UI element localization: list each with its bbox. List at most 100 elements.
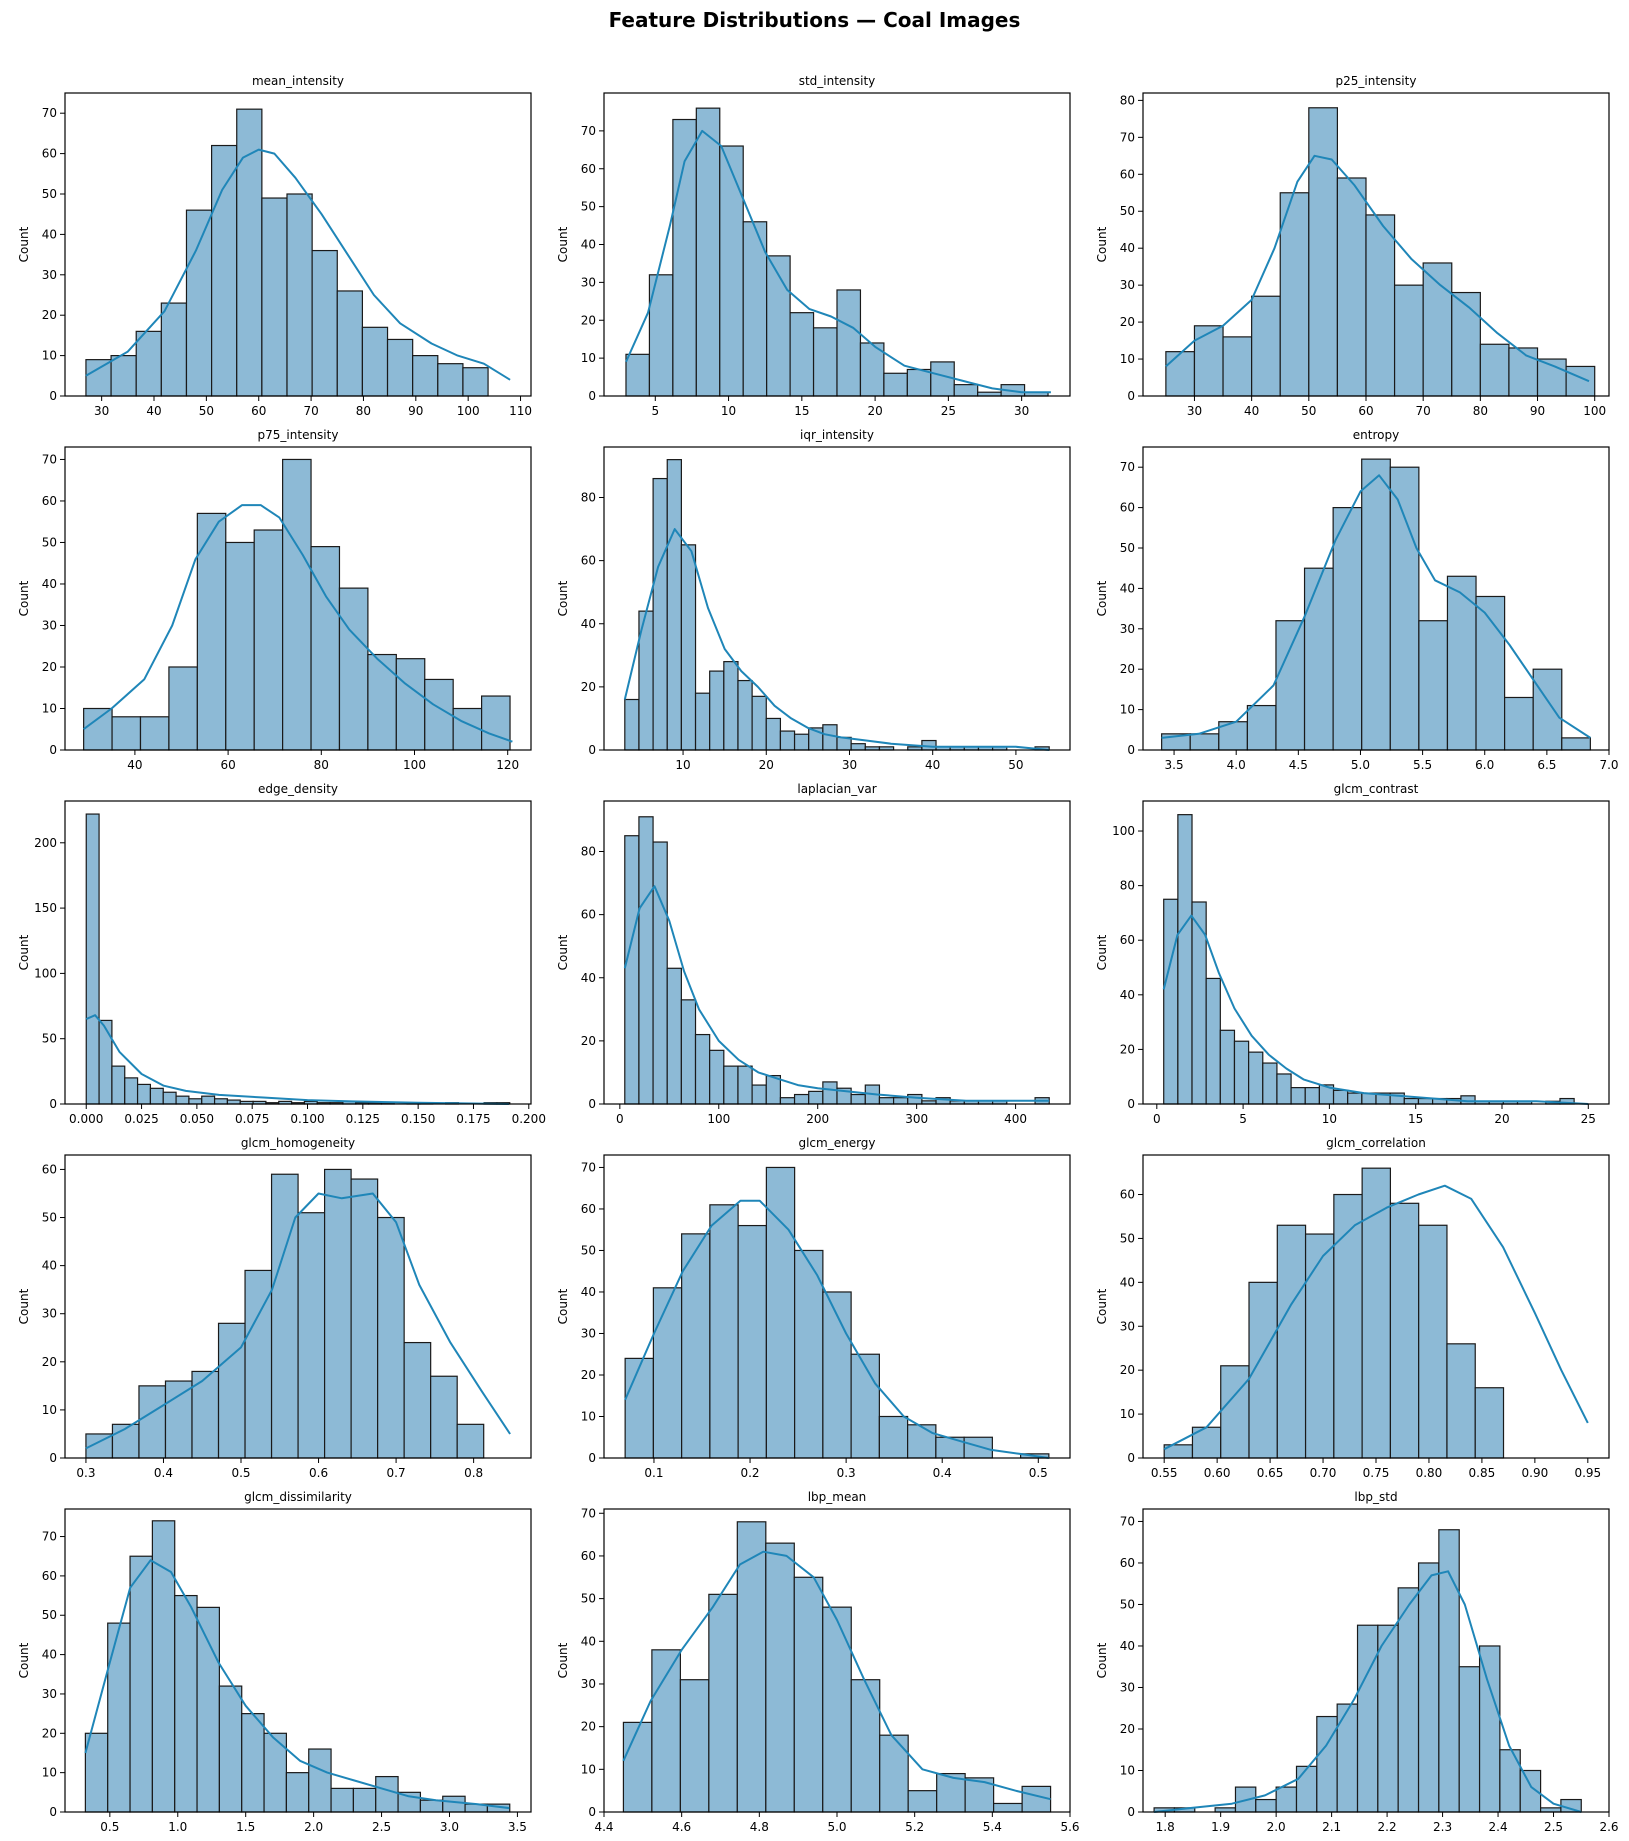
histogram-bar	[907, 1424, 937, 1459]
y-axis-label: Count	[1095, 1288, 1109, 1324]
histogram-bar	[375, 1775, 399, 1813]
y-tick-label: 20	[581, 680, 596, 694]
kde-curve	[85, 1192, 511, 1450]
x-tick-label: 0.175	[456, 1112, 490, 1126]
x-tick-label: 90	[1530, 404, 1545, 418]
histogram-bar	[213, 1098, 229, 1105]
y-tick-label: 80	[581, 491, 596, 505]
y-tick-label: 10	[42, 349, 57, 363]
x-tick-label: 0.7	[387, 1466, 406, 1480]
x-tick-label: 0.8	[464, 1466, 483, 1480]
x-tick-label: 100	[1583, 404, 1606, 418]
histogram-bar	[129, 1555, 153, 1813]
axes-frame	[1142, 800, 1610, 1105]
x-tick-label: 40	[925, 758, 940, 772]
y-tick-label: 200	[34, 836, 57, 850]
histogram-bar	[1418, 620, 1449, 751]
x-tick-label: 7.0	[1599, 758, 1618, 772]
histogram-bar	[680, 544, 697, 751]
y-tick-label: 60	[581, 1549, 596, 1563]
y-tick-label: 20	[1120, 315, 1135, 329]
y-tick-label: 50	[1120, 1231, 1135, 1245]
histogram-bar	[350, 1178, 379, 1459]
histogram-bar	[253, 529, 284, 751]
histogram-bar	[624, 698, 640, 751]
histogram-bar	[878, 1097, 895, 1105]
subplot-title: entropy	[1353, 428, 1399, 442]
x-tick-label: 2.6	[1599, 1820, 1618, 1834]
kde-curve	[622, 1550, 1051, 1801]
histogram-bar	[211, 144, 238, 397]
histogram-bar	[149, 1087, 164, 1105]
kde-curve	[1163, 1184, 1589, 1451]
y-tick-label: 50	[1120, 204, 1135, 218]
histogram-bar	[162, 1091, 177, 1105]
y-tick-label: 70	[1120, 460, 1135, 474]
histogram-bar	[367, 653, 397, 751]
subplot-iqr-intensity: 10 20 30 40 50 0 20 40 60 80 iqr_intensity Count	[556, 428, 1071, 772]
histogram-bar	[261, 197, 288, 397]
x-tick-label: 0.80	[1416, 1466, 1443, 1480]
y-tick-label: 30	[1120, 278, 1135, 292]
axes-frame	[64, 446, 532, 751]
histogram-bar	[1251, 295, 1281, 397]
histogram-bar	[297, 1212, 326, 1459]
histogram-bar	[666, 459, 682, 751]
y-tick-label: 0	[49, 743, 57, 757]
subplot-title: lbp_std	[1354, 1490, 1397, 1504]
y-tick-label: 0	[1127, 743, 1135, 757]
x-tick-label: 100	[707, 1112, 730, 1126]
subplot-title: glcm_dissimilarity	[244, 1490, 352, 1504]
histogram-bar	[1308, 107, 1339, 397]
x-tick-label: 300	[905, 1112, 928, 1126]
y-tick-label: 0	[1127, 1805, 1135, 1819]
y-axis-label: Count	[556, 1642, 570, 1678]
x-tick-label: 0.5	[100, 1820, 119, 1834]
histogram-bar	[1275, 620, 1306, 751]
histogram-bar	[1403, 1097, 1420, 1105]
subplot-title: glcm_correlation	[1326, 1136, 1426, 1150]
y-tick-label: 10	[1120, 703, 1135, 717]
y-tick-label: 40	[581, 1634, 596, 1648]
y-axis-label: Count	[17, 934, 31, 970]
histogram-bar	[779, 1097, 796, 1105]
histogram-bar	[1365, 214, 1396, 397]
axes-frame	[1142, 1508, 1610, 1813]
x-tick-label: 10	[1322, 1112, 1337, 1126]
subplot-glcm-correlation: 0.55 0.60 0.65 0.70 0.75 0.80 0.85 0.90 0.95 0 10 2…	[1095, 1136, 1610, 1480]
subplot-title: p25_intensity	[1336, 74, 1417, 88]
x-tick-label: 0.4	[154, 1466, 173, 1480]
histogram-bar	[160, 302, 188, 397]
y-tick-label: 40	[581, 238, 596, 252]
x-tick-label: 4.4	[594, 1820, 613, 1834]
histogram-bar	[765, 717, 782, 751]
x-tick-label: 15	[1408, 1112, 1423, 1126]
histogram-bar	[395, 658, 426, 751]
histogram-bar	[1262, 1062, 1278, 1105]
axes-frame	[603, 446, 1071, 751]
kde-curve	[1162, 914, 1589, 1105]
histogram-bar	[1279, 192, 1310, 397]
y-tick-label: 50	[581, 1243, 596, 1257]
histogram-bar	[625, 353, 651, 397]
y-axis-label: Count	[17, 226, 31, 262]
y-tick-label: 40	[1120, 1639, 1135, 1653]
y-tick-label: 10	[581, 1762, 596, 1776]
histogram-bar	[151, 1520, 176, 1813]
y-tick-label: 70	[581, 124, 596, 138]
y-tick-label: 0	[49, 389, 57, 403]
y-tick-label: 150	[34, 901, 57, 915]
x-tick-label: 60	[1358, 404, 1373, 418]
x-tick-label: 0.2	[740, 1466, 759, 1480]
histogram-bar	[419, 1799, 444, 1813]
y-tick-label: 20	[1120, 1363, 1135, 1377]
histogram-bar	[679, 1679, 710, 1813]
histogram-bar	[1458, 1666, 1481, 1813]
histogram-bar	[1295, 1765, 1318, 1813]
x-tick-label: 0.3	[837, 1466, 856, 1480]
histogram-bar	[338, 587, 369, 751]
y-tick-label: 10	[42, 1766, 57, 1780]
histogram-bar	[652, 477, 668, 751]
y-tick-label: 70	[42, 452, 57, 466]
histogram-bar	[188, 1098, 203, 1105]
